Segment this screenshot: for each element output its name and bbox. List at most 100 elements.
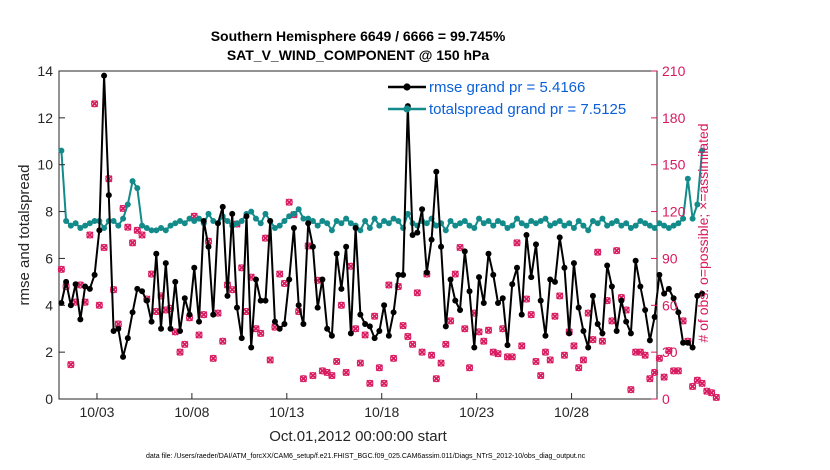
obs-assimilated-marker bbox=[152, 307, 160, 316]
totalspread-point bbox=[585, 227, 592, 234]
y-axis-right-label: # of obs: o=possible; ×=assimilated bbox=[695, 123, 711, 342]
obs-possible-marker bbox=[394, 282, 402, 291]
obs-layer bbox=[57, 100, 720, 402]
legend-rmse-label: rmse grand pr = 5.4166 bbox=[429, 79, 585, 96]
totalspread-point bbox=[362, 217, 369, 224]
totalspread-point bbox=[675, 220, 682, 227]
totalspread-point bbox=[665, 224, 672, 231]
obs-assimilated-marker bbox=[655, 354, 664, 363]
x-tick-label: 10/18 bbox=[364, 404, 399, 420]
obs-assimilated-marker bbox=[551, 312, 559, 320]
y-right-tick-label: 120 bbox=[662, 204, 686, 220]
obs-assimilated-marker bbox=[219, 337, 227, 345]
obs-assimilated-marker bbox=[627, 385, 635, 394]
rmse-point bbox=[233, 304, 240, 311]
totalspread-point bbox=[528, 217, 535, 224]
rmse-point bbox=[101, 72, 108, 79]
rmse-point bbox=[281, 321, 288, 328]
rmse-point bbox=[366, 323, 373, 330]
totalspread-point bbox=[281, 217, 288, 224]
obs-assimilated-marker bbox=[389, 354, 398, 363]
obs-assimilated-marker bbox=[579, 356, 588, 364]
obs-assimilated-marker bbox=[594, 248, 602, 256]
totalspread-point bbox=[172, 220, 179, 227]
obs-possible-marker bbox=[408, 340, 417, 348]
rmse-point bbox=[219, 203, 226, 210]
totalspread-point bbox=[551, 220, 558, 227]
totalspread-point bbox=[381, 217, 388, 224]
rmse-point bbox=[86, 285, 93, 292]
obs-assimilated-marker bbox=[413, 289, 421, 297]
obs-assimilated-marker bbox=[276, 270, 284, 278]
totalspread-point bbox=[91, 217, 98, 224]
rmse-point bbox=[362, 321, 369, 328]
totalspread-point bbox=[86, 220, 93, 227]
totalspread-point bbox=[570, 224, 577, 231]
obs-possible-marker bbox=[451, 270, 459, 278]
rmse-point bbox=[371, 335, 378, 342]
totalspread-point bbox=[513, 215, 520, 222]
rmse-point bbox=[556, 234, 563, 241]
rmse-point bbox=[532, 241, 539, 248]
totalspread-point bbox=[205, 210, 212, 217]
rmse-point bbox=[63, 278, 70, 285]
obs-possible-marker bbox=[200, 311, 208, 319]
rmse-point bbox=[442, 323, 449, 330]
y-right-tick-label: 60 bbox=[662, 297, 678, 313]
rmse-point bbox=[466, 288, 473, 295]
obs-assimilated-marker bbox=[181, 340, 189, 348]
obs-assimilated-marker bbox=[641, 351, 649, 359]
obs-possible-marker bbox=[707, 389, 716, 397]
rmse-point bbox=[390, 309, 397, 316]
obs-assimilated-marker bbox=[560, 351, 569, 359]
totalspread-point bbox=[115, 222, 122, 229]
totalspread-point bbox=[523, 222, 530, 229]
y-axis-left-label: rmse and totalspread bbox=[16, 165, 33, 306]
totalspread-point bbox=[357, 227, 364, 234]
obs-assimilated-marker bbox=[679, 317, 687, 325]
rmse-point bbox=[637, 283, 644, 290]
rmse-point bbox=[295, 302, 302, 309]
rmse-point bbox=[324, 325, 331, 332]
totalspread-point bbox=[233, 220, 240, 227]
rmse-point bbox=[542, 332, 549, 339]
obs-possible-marker bbox=[465, 364, 474, 372]
totalspread-point bbox=[452, 222, 459, 229]
rmse-point bbox=[608, 283, 615, 290]
rmse-point bbox=[129, 309, 136, 316]
obs-possible-marker bbox=[181, 340, 189, 348]
obs-assimilated-marker bbox=[408, 340, 417, 348]
obs-possible-marker bbox=[575, 364, 583, 372]
obs-assimilated-marker bbox=[650, 368, 659, 377]
rmse-point bbox=[191, 264, 198, 271]
rmse-point bbox=[485, 250, 492, 257]
rmse-point bbox=[205, 243, 212, 250]
totalspread-point bbox=[286, 213, 293, 220]
rmse-point bbox=[480, 299, 487, 306]
obs-possible-marker bbox=[665, 346, 673, 355]
totalspread-point bbox=[305, 215, 312, 222]
totalspread-point bbox=[518, 220, 525, 227]
obs-possible-marker bbox=[371, 312, 379, 320]
obs-assimilated-marker bbox=[399, 321, 407, 330]
rmse-point bbox=[547, 276, 554, 283]
obs-assimilated-marker bbox=[328, 371, 336, 380]
totalspread-point bbox=[442, 227, 449, 234]
footnote: data file: /Users/raeder/DAI/ATM_forcXX/… bbox=[146, 453, 586, 460]
rmse-point bbox=[153, 250, 160, 257]
obs-assimilated-marker bbox=[351, 325, 360, 333]
obs-possible-marker bbox=[95, 301, 103, 309]
obs-possible-marker bbox=[285, 198, 293, 206]
rmse-point bbox=[120, 353, 127, 360]
rmse-point bbox=[72, 281, 79, 288]
rmse-point bbox=[476, 274, 483, 281]
obs-assimilated-marker bbox=[537, 371, 545, 380]
totalspread-point bbox=[504, 224, 511, 231]
obs-assimilated-marker bbox=[484, 326, 493, 334]
obs-possible-marker bbox=[427, 351, 436, 359]
totalspread-point bbox=[319, 217, 326, 224]
totalspread-point bbox=[186, 215, 193, 222]
obs-assimilated-marker bbox=[432, 375, 440, 383]
obs-possible-marker bbox=[337, 301, 345, 309]
rmse-point bbox=[214, 220, 221, 227]
